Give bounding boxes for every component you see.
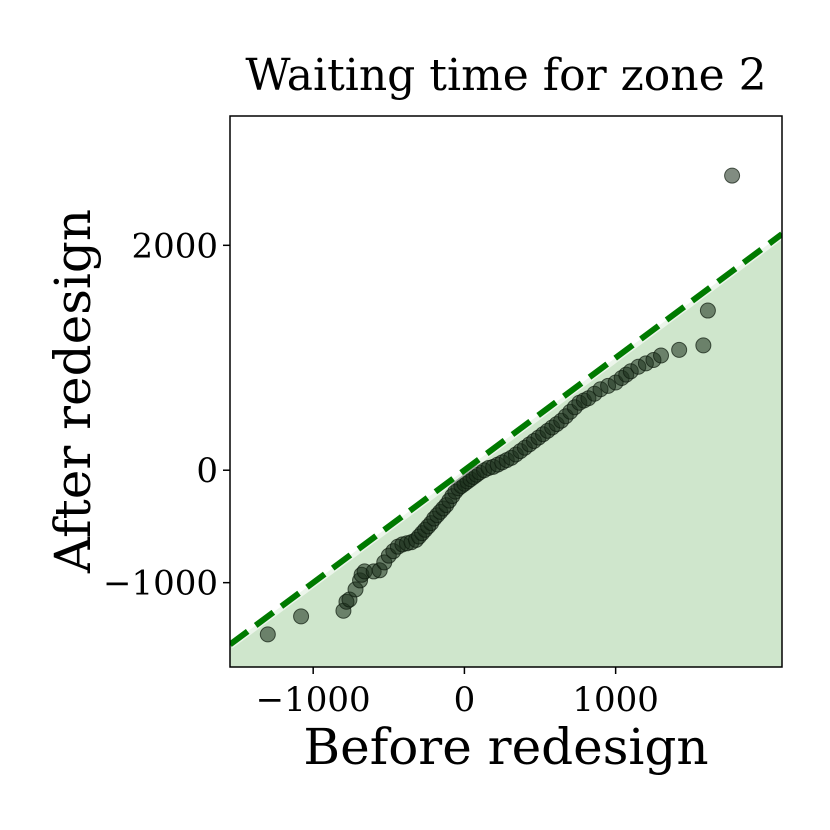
data-point — [259, 626, 276, 643]
data-point — [293, 608, 310, 625]
data-point — [671, 341, 688, 358]
y-axis-ticks: −1000 0 2000 — [103, 226, 230, 604]
points-layer — [259, 167, 741, 643]
data-point — [724, 167, 741, 184]
x-tick-label: 1000 — [572, 680, 659, 720]
data-point — [699, 302, 716, 319]
plot-area — [230, 167, 782, 667]
y-tick-label: 0 — [196, 451, 218, 491]
data-point — [695, 337, 712, 354]
x-axis-ticks: −1000 0 1000 — [256, 667, 659, 720]
x-axis-label: Before redesign — [303, 718, 708, 776]
fill-below-reference-line — [230, 234, 782, 667]
plot-frame — [229, 115, 783, 668]
y-tick-label: −1000 — [103, 564, 218, 604]
reference-line — [230, 231, 782, 647]
y-axis-label: After redesign — [44, 209, 102, 574]
data-point — [653, 347, 670, 364]
y-tick-label: 2000 — [131, 226, 218, 266]
x-tick-label: 0 — [454, 680, 476, 720]
x-tick-label: −1000 — [256, 680, 371, 720]
chart-title: Waiting time for zone 2 — [245, 50, 766, 101]
